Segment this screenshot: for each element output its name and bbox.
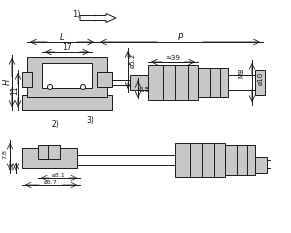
Bar bbox=[130, 75, 148, 90]
Text: 1): 1) bbox=[72, 10, 81, 18]
Bar bbox=[22, 95, 112, 110]
Text: ø5.2: ø5.2 bbox=[130, 52, 136, 68]
Bar bbox=[255, 70, 265, 95]
Bar bbox=[175, 143, 225, 177]
Bar bbox=[225, 145, 255, 175]
Text: P: P bbox=[178, 34, 182, 42]
Circle shape bbox=[81, 85, 86, 89]
Text: ≈39: ≈39 bbox=[166, 55, 180, 61]
Bar bbox=[97, 72, 112, 87]
Text: ø5.7: ø5.7 bbox=[44, 179, 58, 185]
Bar bbox=[42, 63, 92, 88]
Text: 11: 11 bbox=[10, 85, 19, 95]
Text: L: L bbox=[60, 34, 64, 42]
Text: ø10: ø10 bbox=[258, 71, 264, 85]
Bar bbox=[27, 57, 107, 97]
FancyArrow shape bbox=[80, 14, 116, 23]
Text: M8: M8 bbox=[238, 68, 244, 78]
Text: ø3.1: ø3.1 bbox=[52, 172, 66, 178]
Text: 17: 17 bbox=[62, 44, 72, 52]
Text: 6.5: 6.5 bbox=[139, 87, 150, 93]
Bar bbox=[22, 72, 32, 87]
Bar bbox=[38, 145, 60, 159]
Text: 2): 2) bbox=[51, 120, 59, 130]
Text: 3): 3) bbox=[86, 116, 94, 124]
Text: 7,8: 7,8 bbox=[3, 149, 8, 159]
Bar bbox=[255, 157, 267, 173]
Bar bbox=[148, 65, 198, 100]
Bar bbox=[198, 68, 228, 97]
Text: 1,2: 1,2 bbox=[10, 162, 15, 170]
Text: H: H bbox=[3, 79, 12, 85]
Bar bbox=[22, 148, 77, 168]
Circle shape bbox=[47, 85, 52, 89]
